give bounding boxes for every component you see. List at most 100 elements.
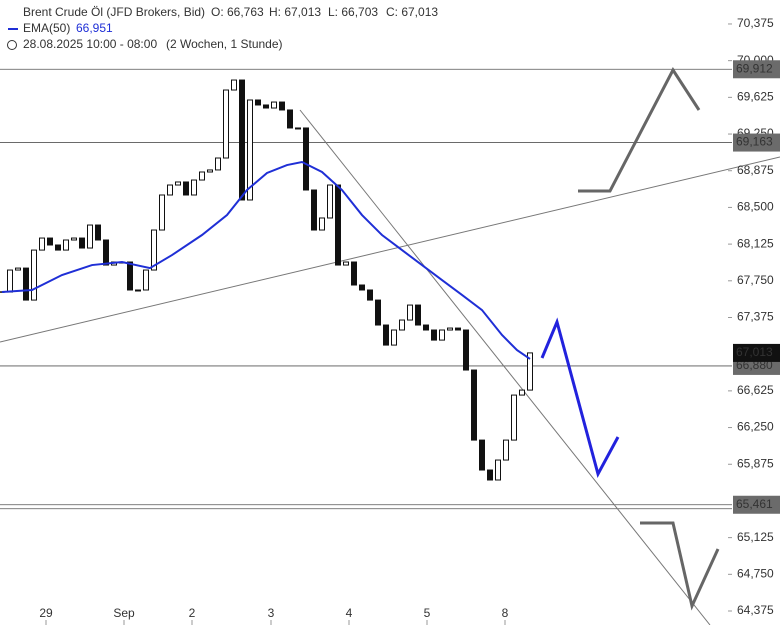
candle <box>183 181 189 196</box>
candle <box>47 237 53 246</box>
candle <box>399 319 405 331</box>
projection-arrow <box>578 67 701 193</box>
projection-arrow <box>640 521 720 611</box>
legend-value: 66,951 <box>76 21 113 35</box>
level-label: 65,461 <box>736 497 773 511</box>
y-tick-label: 66,250 <box>737 420 774 434</box>
candle <box>95 224 101 241</box>
candle <box>247 99 253 201</box>
period: (2 Wochen, 1 Stunde) <box>166 37 283 51</box>
clock-icon <box>7 40 17 50</box>
candle <box>447 327 453 331</box>
price-badge <box>733 343 780 362</box>
candle <box>143 269 149 291</box>
ohlc: L: 66,703 <box>328 5 378 19</box>
candle <box>31 249 37 301</box>
candle <box>415 304 421 326</box>
candle <box>407 304 413 321</box>
ema-line <box>1 160 531 360</box>
candle <box>175 181 181 186</box>
candle <box>207 169 213 173</box>
candle <box>351 261 357 286</box>
candle <box>319 217 325 231</box>
candle <box>519 389 525 396</box>
candle <box>151 229 157 271</box>
candle <box>303 127 309 191</box>
candle <box>503 439 509 461</box>
x-tick-label: 3 <box>268 606 275 620</box>
level-badge <box>733 60 780 79</box>
candle <box>191 179 197 196</box>
candle <box>103 239 109 266</box>
candle <box>263 104 269 109</box>
legend-name: EMA(50) <box>23 21 70 35</box>
level-label: 69,163 <box>736 135 773 149</box>
candle <box>127 261 133 291</box>
candle <box>231 79 237 91</box>
y-tick-label: 68,875 <box>737 163 774 177</box>
ohlc: C: 67,013 <box>386 5 438 19</box>
candle <box>311 189 317 231</box>
x-tick-label: 29 <box>39 606 53 620</box>
candle <box>71 237 77 241</box>
candle <box>23 267 29 301</box>
candle <box>55 244 61 251</box>
y-tick-label: 66,625 <box>737 383 774 397</box>
candle <box>375 299 381 326</box>
candle <box>295 127 301 130</box>
candle <box>487 469 493 481</box>
candle <box>439 329 445 341</box>
level-badge <box>733 133 780 152</box>
y-tick-label: 67,375 <box>737 310 774 324</box>
header: Brent Crude Öl (JFD Brokers, Bid) O: 66,… <box>7 5 438 51</box>
candle <box>15 267 21 271</box>
y-tick-label: 65,875 <box>737 456 774 470</box>
ohlc: H: 67,013 <box>269 5 321 19</box>
candle <box>79 237 85 249</box>
candle <box>367 289 373 301</box>
candle <box>271 101 277 109</box>
candle <box>39 237 45 251</box>
candle <box>223 89 229 159</box>
trend-line <box>299 109 711 626</box>
y-tick-label: 64,375 <box>737 603 774 617</box>
candle <box>423 324 429 331</box>
candle <box>359 284 365 291</box>
candle <box>383 324 389 346</box>
candle <box>215 157 221 171</box>
candle <box>495 459 501 481</box>
y-tick-label: 68,500 <box>737 200 774 214</box>
candle <box>511 394 517 441</box>
level-badge <box>733 495 780 514</box>
candle <box>87 224 93 249</box>
x-tick-label: 8 <box>502 606 509 620</box>
candle <box>7 269 13 293</box>
candle <box>199 171 205 181</box>
title: Brent Crude Öl (JFD Brokers, Bid) <box>23 5 205 19</box>
candle <box>239 79 245 201</box>
date-range: 28.08.2025 10:00 - 08:00 <box>23 37 157 51</box>
candle <box>335 184 341 266</box>
ohlc: O: 66,763 <box>211 5 264 19</box>
y-tick-label: 64,750 <box>737 566 774 580</box>
candle <box>167 184 173 196</box>
candle <box>63 239 69 251</box>
candle <box>479 439 485 471</box>
candle <box>431 329 437 341</box>
candle <box>255 99 261 106</box>
candle <box>327 184 333 219</box>
trend-line <box>0 156 780 343</box>
y-tick-label: 65,125 <box>737 530 774 544</box>
candle <box>279 101 285 111</box>
y-tick-label: 67,750 <box>737 273 774 287</box>
level-label: 69,912 <box>736 61 773 75</box>
price-label: 67,013 <box>736 345 773 359</box>
candle <box>471 369 477 441</box>
candle <box>287 109 293 129</box>
candle <box>159 194 165 231</box>
candle <box>463 329 469 371</box>
x-tick-label: 4 <box>346 606 353 620</box>
y-tick-label: 69,625 <box>737 90 774 104</box>
